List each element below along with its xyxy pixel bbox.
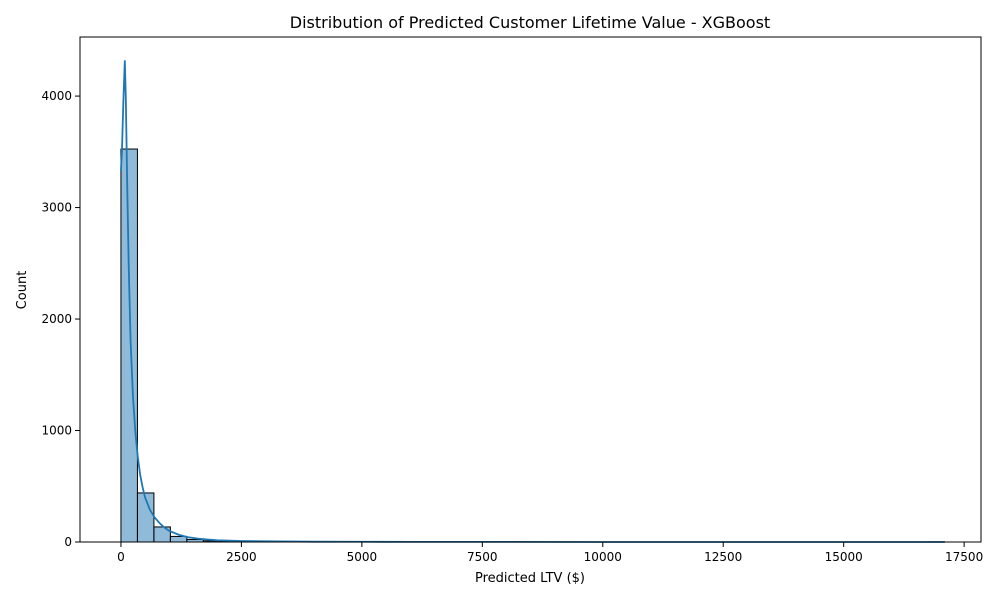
x-tick-label: 17500 (945, 550, 983, 564)
x-tick-label: 10000 (584, 550, 622, 564)
kde-curve (120, 60, 945, 543)
x-tick-label: 7500 (467, 550, 498, 564)
y-axis-ticks: 0 1000 2000 3000 4000 (41, 89, 80, 549)
x-tick-label: 5000 (347, 550, 378, 564)
x-tick-label: 12500 (704, 550, 742, 564)
histogram-bar (169, 535, 188, 543)
x-axis-label: Predicted LTV ($) (475, 571, 585, 586)
histogram-bar (120, 148, 138, 543)
chart-title: Distribution of Predicted Customer Lifet… (290, 13, 770, 32)
y-tick-label: 3000 (41, 201, 72, 215)
plot-frame (79, 36, 982, 543)
y-axis-label: Count (15, 271, 30, 310)
y-tick-label: 4000 (41, 89, 72, 103)
histogram-bars (120, 148, 946, 543)
y-tick-label: 2000 (41, 312, 72, 326)
x-tick-label: 0 (117, 550, 125, 564)
x-tick-label: 2500 (226, 550, 257, 564)
y-tick-label: 1000 (41, 424, 72, 438)
y-tick-label: 0 (64, 535, 72, 549)
x-tick-label: 15000 (825, 550, 863, 564)
x-axis-ticks: 0 2500 5000 7500 10000 12500 15000 17500 (117, 542, 983, 564)
